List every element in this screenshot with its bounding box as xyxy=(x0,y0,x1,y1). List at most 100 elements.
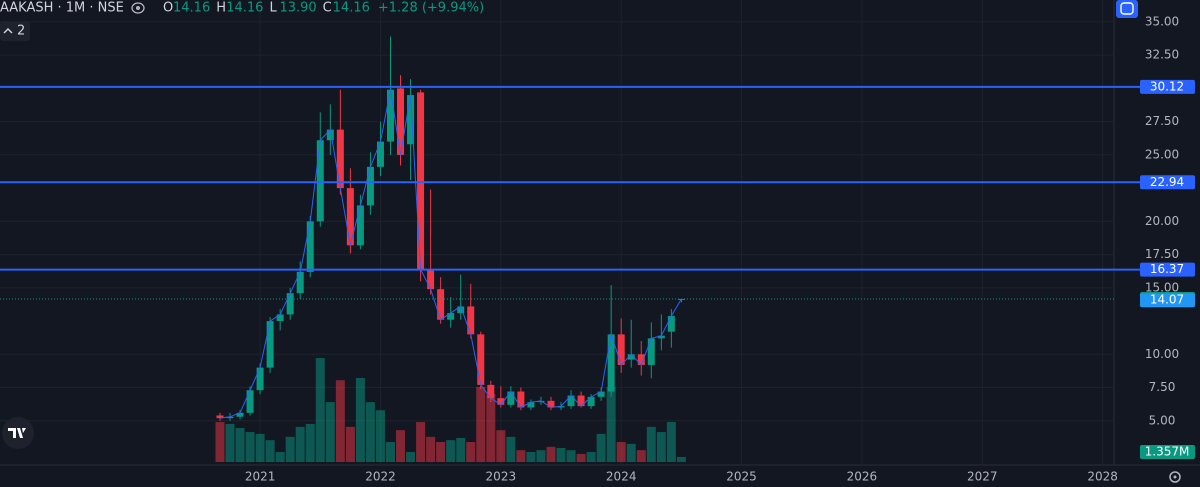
volume-bar xyxy=(295,426,305,462)
indicators-button[interactable] xyxy=(0,21,30,41)
volume-bar xyxy=(546,446,556,462)
volume-bar xyxy=(335,380,345,462)
x-tick-label: 2025 xyxy=(726,470,757,484)
candle-body xyxy=(407,95,415,145)
candle-body xyxy=(306,221,314,272)
axes: 5.00 7.50 10.00 15.00 17.50 20.00 25.00 27.50 32… xyxy=(245,14,1195,484)
volume-bar xyxy=(265,440,275,462)
volume-bar xyxy=(586,452,596,462)
gear-center xyxy=(1173,475,1177,479)
candle-body xyxy=(657,335,665,339)
volume-bar xyxy=(315,358,325,462)
volume-bar xyxy=(656,432,666,462)
grid xyxy=(0,0,1114,465)
volume-bar xyxy=(606,386,616,462)
symbol: AAKASH · 1M · NSE xyxy=(0,1,124,16)
candle-body xyxy=(597,391,605,397)
volume-bar xyxy=(516,450,526,462)
volume-bar xyxy=(456,437,466,462)
ohlc-key: C xyxy=(323,1,332,16)
settings[interactable] xyxy=(1169,471,1181,483)
ohlc-value: 14.16 xyxy=(333,1,370,16)
candle-body xyxy=(577,395,585,407)
candle-body xyxy=(356,205,364,246)
volume-bar xyxy=(566,450,576,462)
volume-bar xyxy=(596,433,606,462)
candle-body xyxy=(336,129,344,189)
volume-bar xyxy=(345,426,355,462)
change: +1.28 (+9.94%) xyxy=(378,1,484,16)
volume-bar xyxy=(225,423,235,462)
x-tick-label: 2028 xyxy=(1087,470,1118,484)
candle-body xyxy=(587,396,595,407)
candle-body xyxy=(376,141,384,167)
volume-bar xyxy=(245,432,255,462)
candle-body xyxy=(477,334,485,385)
candle-body xyxy=(457,306,465,314)
volume-bar xyxy=(526,452,536,462)
volume-bar xyxy=(476,386,486,462)
ohlc-key: H xyxy=(216,1,226,16)
candle-body xyxy=(346,188,354,246)
x-tick-label: 2027 xyxy=(967,470,998,484)
volume-bar xyxy=(616,442,626,462)
logo-mark xyxy=(8,428,26,438)
eye-icon[interactable] xyxy=(131,2,145,14)
candle-body xyxy=(236,412,244,417)
volume-bar xyxy=(496,430,506,462)
ohlc-value: 14.16 xyxy=(173,1,210,16)
candle-body xyxy=(397,88,405,155)
candle-body xyxy=(447,313,455,320)
ohlc-key: O xyxy=(163,1,173,16)
y-tick-label: 27.50 xyxy=(1145,114,1179,128)
volume-bar xyxy=(305,423,315,462)
candle-body xyxy=(557,406,565,408)
volume-bar xyxy=(636,450,646,462)
candle-body xyxy=(366,166,374,206)
candle-body xyxy=(547,400,555,408)
candle-body xyxy=(437,289,445,320)
volume-bar xyxy=(676,456,686,462)
x-tick-label: 2022 xyxy=(365,470,396,484)
ohlc-value: 13.90 xyxy=(279,1,316,16)
volume-bar xyxy=(486,393,496,462)
candle-body xyxy=(487,384,495,399)
y-tick-label: 35.00 xyxy=(1145,14,1179,28)
indicator-box xyxy=(1140,293,1195,308)
candle-body xyxy=(246,390,254,413)
visibility-icon[interactable] xyxy=(131,2,145,14)
volume-bar xyxy=(385,442,395,462)
gear-icon[interactable] xyxy=(1169,471,1181,483)
volume-bar xyxy=(536,450,546,462)
y-tick-label: 15.00 xyxy=(1145,280,1179,294)
volume-bar xyxy=(406,452,416,462)
x-tick-label: 2023 xyxy=(486,470,517,484)
close-line xyxy=(219,89,682,419)
candle-body xyxy=(607,334,615,392)
volume-bar xyxy=(325,402,335,462)
volume-bar xyxy=(275,452,285,462)
volume-bar xyxy=(215,422,225,462)
candle-body xyxy=(296,271,304,294)
volume-bar xyxy=(626,443,636,462)
chevron xyxy=(3,28,13,34)
auto-scale-button[interactable] xyxy=(1116,0,1138,18)
volume-bar xyxy=(416,422,426,462)
x-tick-label: 2021 xyxy=(245,470,276,484)
logo-badge[interactable] xyxy=(2,417,34,449)
volume-bar xyxy=(426,436,436,462)
volume-label: 1.357M xyxy=(1145,445,1190,459)
x-tick-label: 2026 xyxy=(847,470,878,484)
y-tick-label: 32.50 xyxy=(1145,48,1179,62)
volume-bar xyxy=(556,447,566,462)
volume-bar xyxy=(375,410,385,462)
candle-body xyxy=(386,89,394,142)
volume-bar xyxy=(235,427,245,462)
candle-body xyxy=(497,398,505,405)
candle-body xyxy=(567,395,575,407)
logo[interactable] xyxy=(2,417,34,449)
indicators-toggle[interactable]: 2 xyxy=(0,21,30,41)
